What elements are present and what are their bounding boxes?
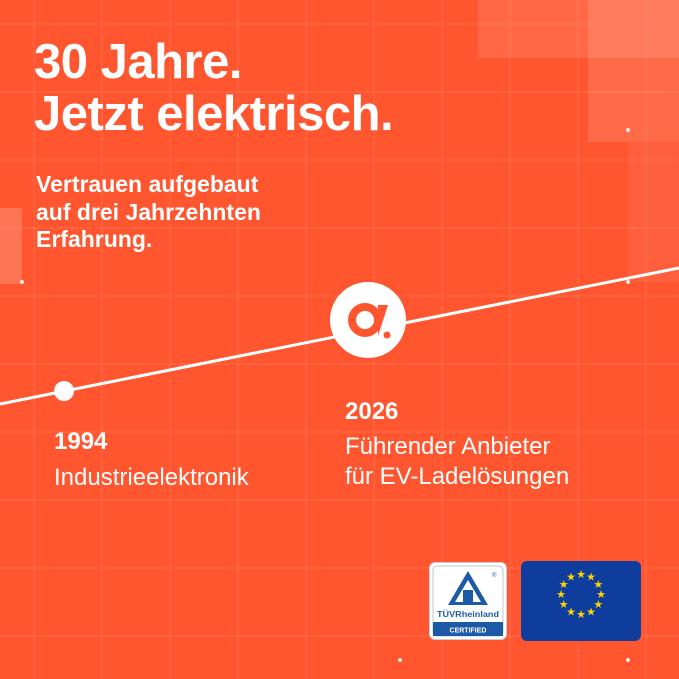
subheadline-line-3: Erfahrung. [36,226,153,252]
tuv-registered-mark: ® [492,572,497,579]
highlight-tile [478,0,588,58]
svg-text:★: ★ [566,571,576,584]
headline-line-2: Jetzt elektrisch. [34,87,394,141]
timeline-end-year: 2026 [345,398,399,425]
svg-text:★: ★ [593,598,603,611]
eu-flag-icon: ★ ★ ★ ★ ★ ★ ★ ★ ★ ★ ★ ★ [556,568,606,621]
subheadline-line-2: auf drei Jahrzehnten [36,198,261,225]
highlight-tile [588,0,679,58]
timeline-start-marker [54,381,74,401]
timeline-end-label: Führender Anbieter für EV-Ladelösungen [345,432,569,492]
tuv-brand-text: TÜVRheinland [437,610,499,619]
svg-text:★: ★ [559,598,569,611]
stylized-a-logo-icon [330,282,406,358]
tuv-status-text: CERTIFIED [450,628,487,635]
timeline-start-label: Industrieelektronik [54,464,249,491]
tuv-certified-badge: ® TÜVRheinland CERTIFIED [429,562,507,640]
svg-text:★: ★ [586,571,596,584]
grid-dot [20,280,24,284]
svg-text:★: ★ [559,578,569,591]
timeline-start-year: 1994 [54,428,108,455]
grid-dot [626,128,630,132]
highlight-tile [628,142,679,282]
svg-text:★: ★ [596,588,606,601]
subheadline: Vertrauen aufgebaut auf drei Jahrzehnten… [36,171,261,254]
svg-text:★: ★ [566,605,576,618]
headline: 30 Jahre. Jetzt elektrisch. [34,35,394,141]
timeline-end-label-line-2: für EV-Ladelösungen [345,463,570,490]
highlight-tile [588,58,679,142]
svg-text:★: ★ [593,578,603,591]
grid-dot [626,280,630,284]
timeline-end-label-line-1: Führender Anbieter [345,433,551,460]
subheadline-line-1: Vertrauen aufgebaut [36,171,259,197]
eu-flag-badge: ★ ★ ★ ★ ★ ★ ★ ★ ★ ★ ★ ★ [521,561,641,641]
svg-text:★: ★ [576,568,586,581]
grid-dot [398,658,402,662]
highlight-tile [0,208,22,284]
tuv-triangle-icon: ® TÜVRheinland CERTIFIED [432,565,504,637]
svg-text:★: ★ [586,605,596,618]
svg-text:★: ★ [556,588,566,601]
svg-text:★: ★ [576,608,586,621]
headline-line-1: 30 Jahre. [34,35,243,89]
grid-dot [626,658,630,662]
